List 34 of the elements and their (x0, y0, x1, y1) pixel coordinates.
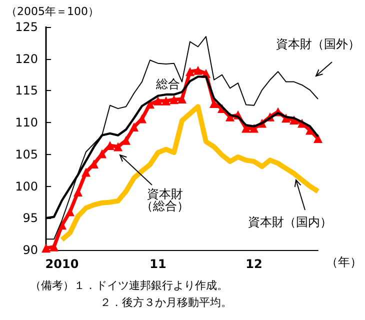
x-tick-label: 2010 (45, 257, 79, 271)
text: （備考）１．ドイツ連邦銀行より作成。 (30, 279, 228, 292)
y-tick-label: 90 (22, 243, 38, 257)
point (82, 168, 90, 177)
y-tick-label: 120 (15, 52, 38, 66)
series-label: 総合 (155, 77, 180, 91)
y-tick-label: 95 (22, 211, 38, 226)
point (146, 100, 154, 109)
point (50, 242, 58, 252)
point (170, 95, 178, 104)
y-tick-label: 110 (15, 116, 38, 130)
y-tick-label: 125 (15, 20, 38, 34)
point (186, 67, 194, 76)
y-axis-title: （2005年＝100） (6, 5, 99, 18)
series-label: 資本財（国外） (276, 37, 360, 51)
point (162, 96, 170, 106)
point (154, 96, 162, 106)
x-axis-title: （年） (326, 255, 362, 269)
point (130, 122, 138, 132)
y-tick-label: 115 (15, 84, 38, 98)
text: 資本財（国内） (248, 215, 332, 229)
y-tick-label: 100 (15, 179, 38, 194)
text: 資本財（総合） (141, 187, 189, 213)
point (194, 66, 202, 75)
x-tick-label: 12 (246, 257, 262, 271)
x-tick-label: 11 (150, 257, 166, 271)
y-tick-label: 105 (15, 147, 38, 162)
point (74, 188, 82, 197)
point (314, 134, 322, 143)
text: ２．後方３か月移動平均。 (100, 296, 232, 309)
point (66, 207, 74, 216)
point (42, 244, 50, 253)
point (242, 124, 250, 133)
point (114, 142, 122, 152)
